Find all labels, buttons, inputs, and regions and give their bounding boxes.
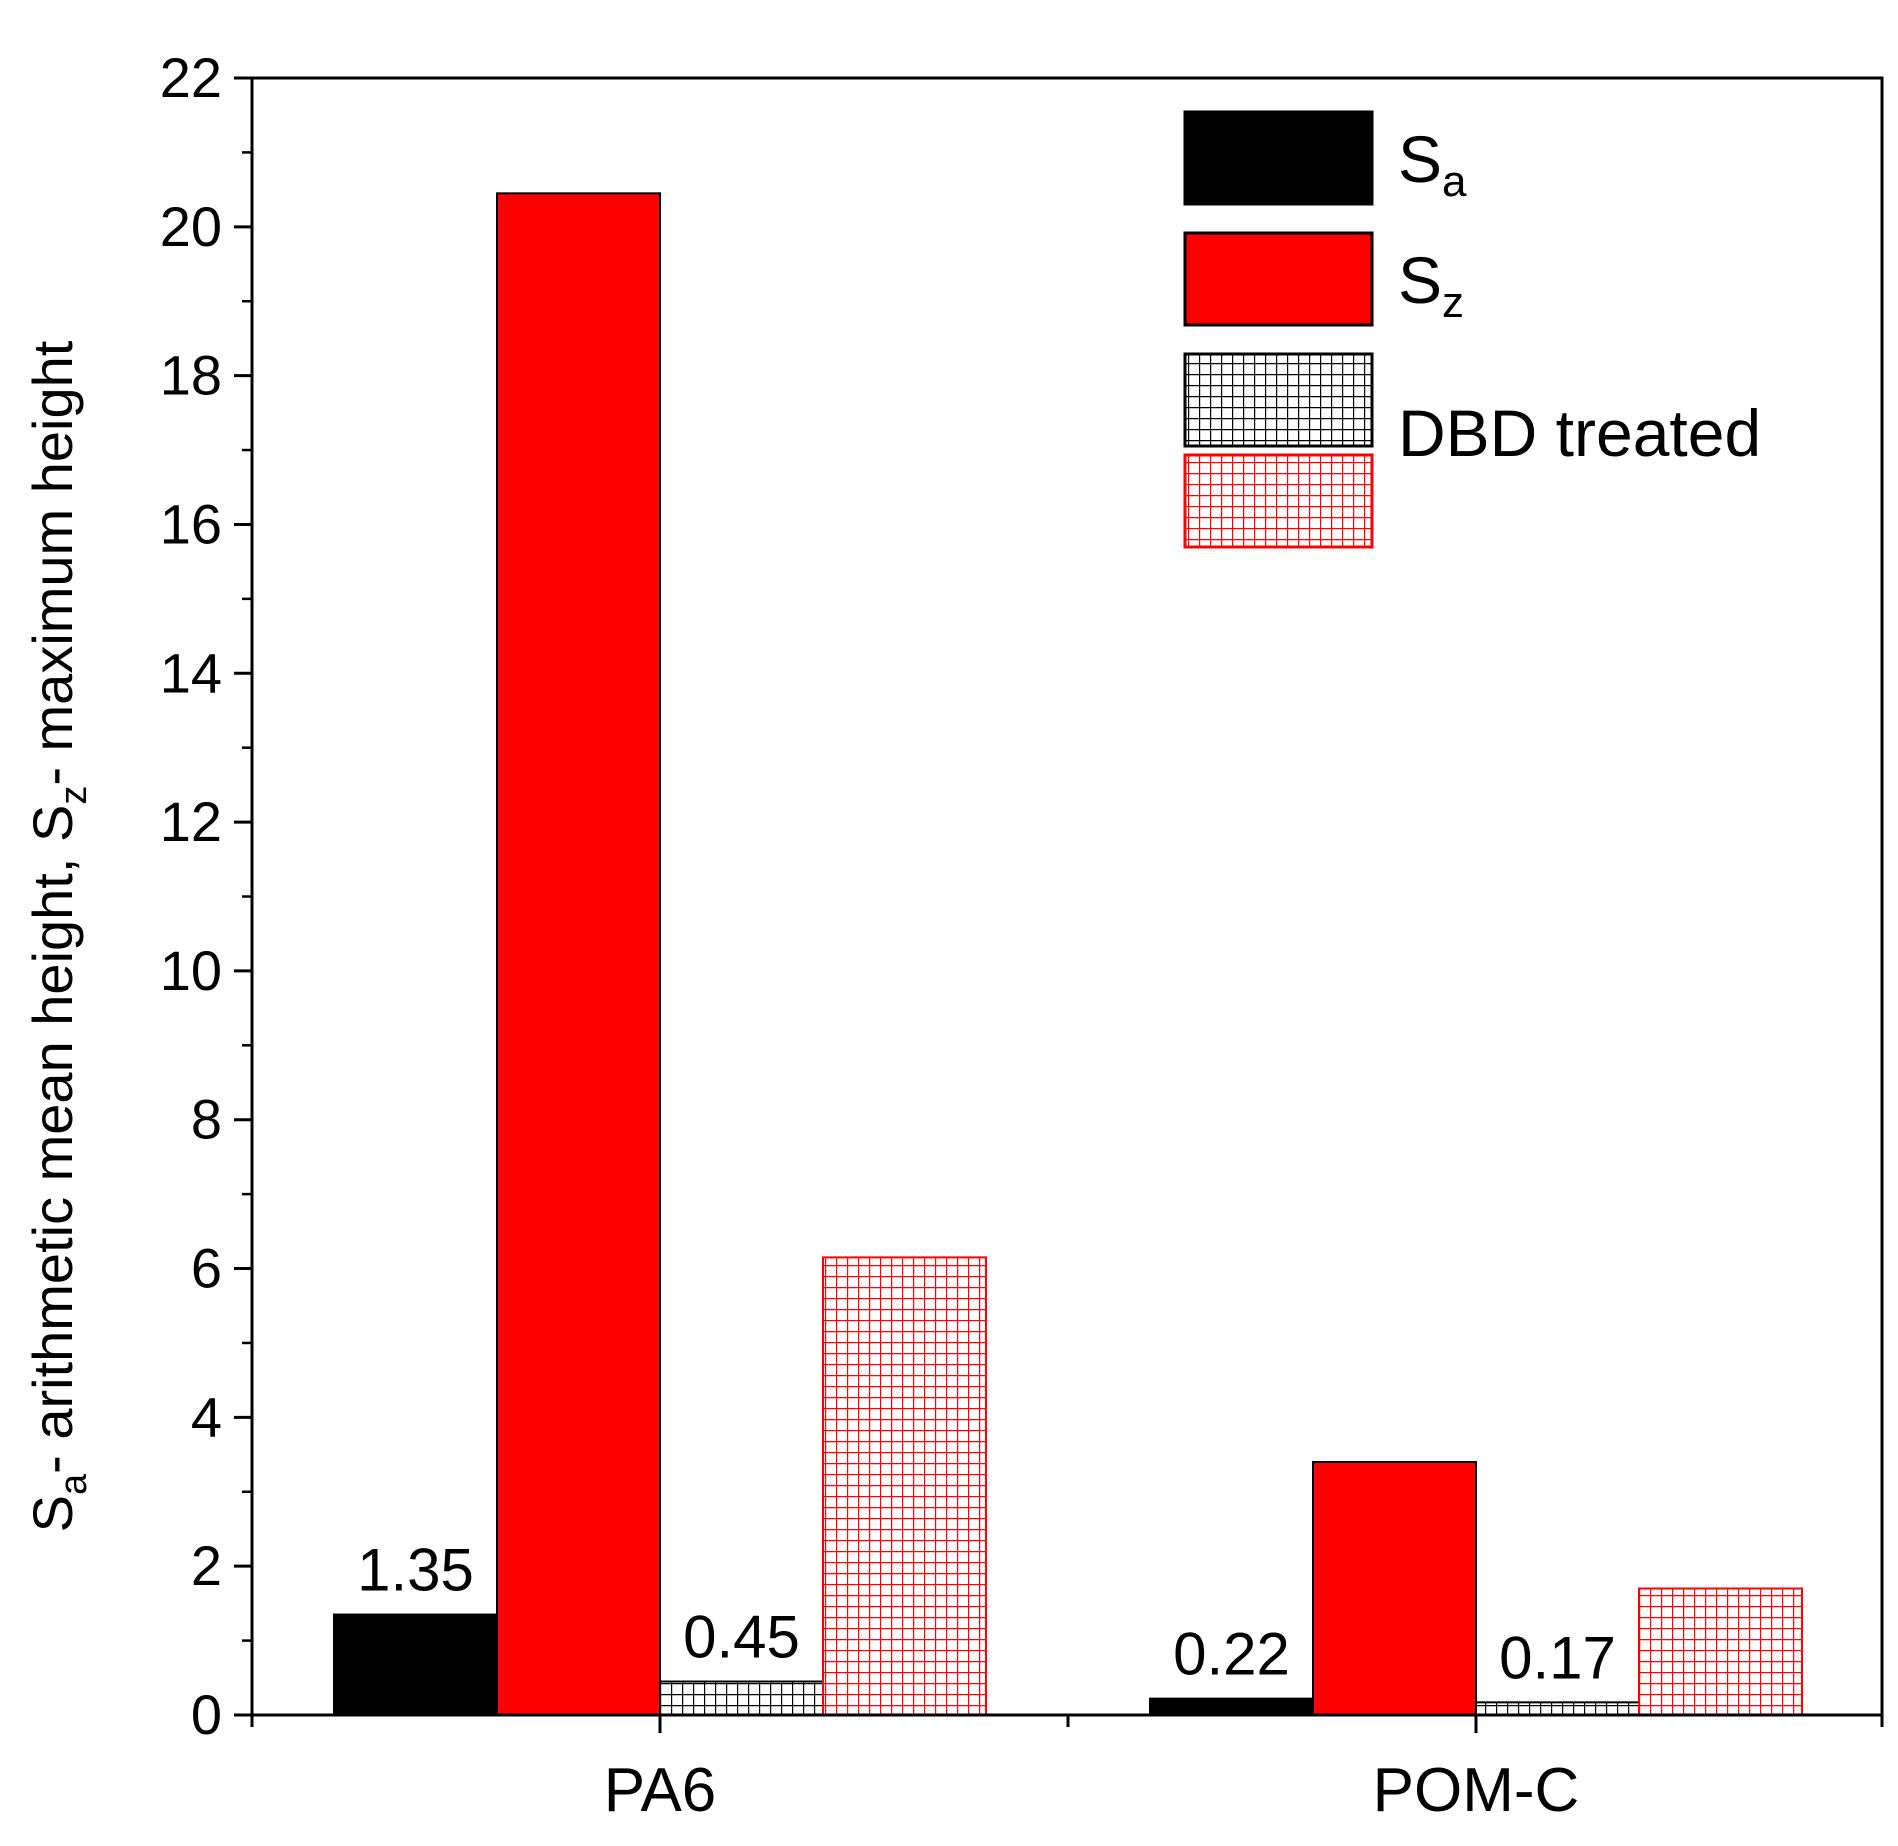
y-label-part: S [21, 1495, 84, 1532]
legend-label-main: DBD treated [1398, 396, 1761, 470]
y-tick-label: 0 [191, 1683, 222, 1746]
axes-group: 0 2 4 6 8 10 12 14 16 18 20 22 PA6 POM-C [160, 46, 1884, 1825]
legend-label-sub: a [1442, 157, 1467, 206]
y-label-subscript: a [53, 1473, 95, 1495]
bar-pom-c-sz [1312, 1461, 1477, 1716]
y-tick-label: 16 [160, 492, 222, 555]
y-tick-label: 8 [191, 1088, 222, 1151]
y-tick-label: 4 [191, 1385, 222, 1448]
y-label-part: - arithmetic mean height, S [21, 805, 84, 1474]
y-tick-label: 14 [160, 641, 222, 704]
legend-swatch-sa-dbd [1183, 352, 1374, 448]
y-tick-label: 22 [160, 46, 222, 109]
bar-pa6-sz [496, 192, 661, 1716]
y-tick-label: 20 [160, 195, 222, 258]
x-tick-label-pom-c: POM-C [1373, 1756, 1580, 1825]
legend-label-main: S [1398, 243, 1442, 317]
legend-swatch-sz [1183, 231, 1374, 327]
y-tick-label: 18 [160, 344, 222, 407]
bar-pom-c-sa [1149, 1697, 1314, 1717]
y-label-part: - maximum height [21, 340, 84, 785]
legend-swatch-sz-dbd [1183, 453, 1374, 549]
data-label: 0.17 [1499, 1624, 1616, 1691]
bar-pa6-sz-dbd-treated [822, 1256, 987, 1716]
y-tick-label: 12 [160, 790, 222, 853]
data-label: 0.45 [683, 1604, 800, 1671]
data-label: 1.35 [357, 1537, 474, 1604]
legend-label: Sa [1398, 122, 1467, 206]
legend-label-main: S [1398, 122, 1442, 196]
labels-group: 1.35 0.45 0.22 0.17 [357, 1537, 1616, 1692]
bar-pa6-sa [333, 1613, 498, 1716]
y-tick-label: 2 [191, 1534, 222, 1597]
x-tick-label-pa6: PA6 [604, 1756, 717, 1825]
legend-swatch-sa [1183, 110, 1374, 206]
y-label-subscript: z [53, 786, 95, 805]
y-tick-label: 6 [191, 1237, 222, 1300]
y-tick-label: 10 [160, 939, 222, 1002]
bar-pom-c-sz-dbd-treated [1638, 1587, 1803, 1716]
data-label: 0.22 [1173, 1621, 1290, 1688]
legend-label-sub: z [1442, 278, 1464, 327]
legend-label: DBD treated [1398, 396, 1761, 470]
bar-pom-c-sa-dbd-treated [1475, 1701, 1640, 1717]
legend-label: Sz [1398, 243, 1464, 327]
bar-pa6-sa-dbd-treated [659, 1680, 824, 1716]
bars-group [333, 192, 1803, 1717]
y-axis-label: Sa- arithmetic mean height, Sz- maximum … [21, 340, 95, 1532]
